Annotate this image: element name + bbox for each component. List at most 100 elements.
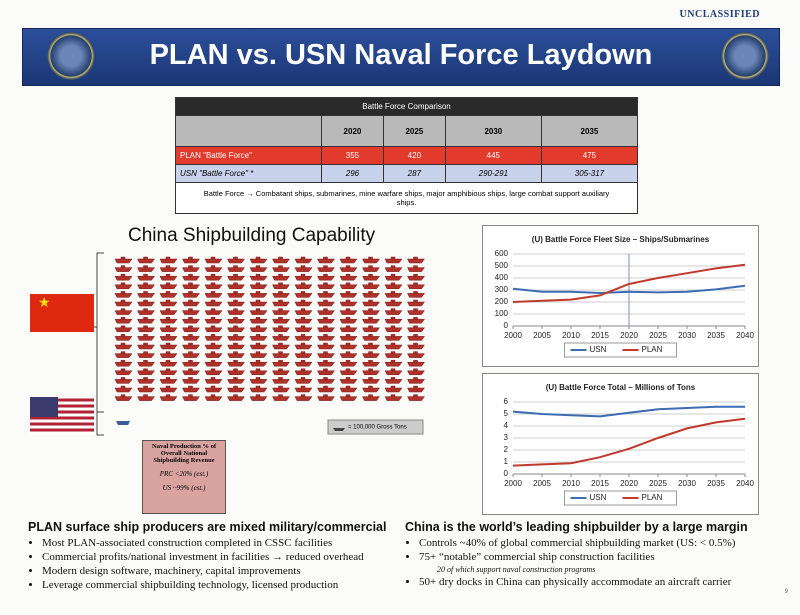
china-ship-icon xyxy=(384,325,403,333)
china-ship-icon xyxy=(317,256,335,264)
china-ship-icon xyxy=(227,299,245,307)
china-ship-icon xyxy=(339,316,358,324)
china-ship-icon xyxy=(249,291,268,298)
y-tick-label: 300 xyxy=(495,285,509,294)
china-ship-icon xyxy=(204,316,223,324)
y-tick-label: 400 xyxy=(495,273,509,282)
china-ship-icon xyxy=(137,368,155,376)
china-ship-icon xyxy=(362,265,380,272)
shipbuilding-graphic: ★ = 100,000 Gross Tons xyxy=(30,252,425,436)
legend-box xyxy=(564,342,677,358)
china-ship-icon xyxy=(362,351,380,358)
china-ship-icon xyxy=(137,316,155,324)
china-ship-icon xyxy=(204,282,223,290)
china-ship-icon xyxy=(249,256,268,264)
china-ship-icon xyxy=(362,299,380,307)
china-ship-icon xyxy=(159,265,178,272)
chart-title: (U) Battle Force Fleet Size – Ships/Subm… xyxy=(532,235,710,244)
china-ship-icon xyxy=(384,265,403,272)
y-tick-label: 1 xyxy=(504,457,509,466)
china-ship-icon xyxy=(294,308,313,315)
china-ship-icon xyxy=(317,342,335,350)
china-ship-icon xyxy=(362,325,380,333)
box-title: Naval Production % of Overall National S… xyxy=(152,443,216,464)
china-ship-icon xyxy=(272,291,290,298)
china-ship-icon xyxy=(384,351,403,358)
china-ship-icon xyxy=(137,377,155,384)
china-ship-icon xyxy=(182,291,200,298)
china-ship-icon xyxy=(362,334,380,341)
china-ship-icon xyxy=(204,325,223,333)
china-ship-icon xyxy=(227,359,245,367)
china-ship-icon xyxy=(227,342,245,350)
bullet: Most PLAN-associated construction comple… xyxy=(42,537,398,549)
x-tick-label: 2005 xyxy=(533,331,551,340)
china-ship-icon xyxy=(339,325,358,333)
china-ship-icon xyxy=(407,394,425,401)
china-ship-icon xyxy=(294,385,313,393)
china-ship-icon xyxy=(294,351,313,358)
china-ship-icon xyxy=(272,282,290,290)
china-ship-icon xyxy=(182,385,200,393)
china-ship-icon xyxy=(114,291,133,298)
china-ship-icon xyxy=(272,377,290,384)
china-ship-icon xyxy=(407,385,425,393)
china-ship-icon xyxy=(272,351,290,358)
china-ship-icon xyxy=(182,368,200,376)
china-ship-icon xyxy=(272,299,290,307)
china-ship-icon xyxy=(339,308,358,315)
china-ship-icon xyxy=(182,334,200,341)
china-ship-icon xyxy=(294,368,313,376)
china-ship-icon xyxy=(294,299,313,307)
china-ship-icon xyxy=(227,316,245,324)
china-ship-icon xyxy=(159,291,178,298)
legend-label: USN xyxy=(590,493,607,502)
china-ship-icon xyxy=(384,385,403,393)
cell: 287 xyxy=(382,164,446,183)
column-header: 2020 xyxy=(321,115,384,147)
china-ship-icon xyxy=(114,377,133,384)
china-ship-icon xyxy=(114,368,133,376)
china-ship-icon xyxy=(407,368,425,376)
y-tick-label: 200 xyxy=(495,297,509,306)
y-tick-label: 6 xyxy=(504,397,509,406)
left-text: PLAN surface ship producers are mixed mi… xyxy=(28,520,398,593)
china-ship-icon xyxy=(272,334,290,341)
cell: 475 xyxy=(540,146,639,165)
china-ship-icon xyxy=(227,308,245,315)
china-ship-icon xyxy=(114,351,133,358)
china-ship-icon xyxy=(339,299,358,307)
china-ship-icon xyxy=(294,325,313,333)
china-ship-icon xyxy=(272,273,290,281)
china-ship-icon xyxy=(159,368,178,376)
page-number: 9 xyxy=(784,589,788,595)
x-tick-label: 2015 xyxy=(591,331,609,340)
series-line xyxy=(512,263,746,303)
china-ship-icon xyxy=(339,291,358,298)
china-ship-icon xyxy=(204,299,223,307)
china-ship-icon xyxy=(204,377,223,384)
seal xyxy=(721,32,769,80)
legend-label: PLAN xyxy=(642,345,663,354)
cell: 445 xyxy=(444,146,542,165)
china-ship-icon xyxy=(114,273,133,281)
bullet: 75+ “notable” commercial ship constructi… xyxy=(419,551,785,563)
china-ship-icon xyxy=(317,308,335,315)
right-text: China is the world’s leading shipbuilder… xyxy=(405,520,785,590)
china-ship-icon xyxy=(362,385,380,393)
y-tick-label: 0 xyxy=(504,469,509,478)
y-tick-label: 3 xyxy=(504,433,509,442)
china-ship-icon xyxy=(182,265,200,272)
china-ship-icon xyxy=(339,256,358,264)
china-ship-icon xyxy=(159,351,178,358)
title-band: PLAN vs. USN Naval Force Laydown xyxy=(22,28,780,86)
us-ship-icon xyxy=(116,421,130,425)
china-ship-icon xyxy=(114,342,133,350)
x-tick-label: 2035 xyxy=(707,479,725,488)
china-ship-icon xyxy=(339,351,358,358)
x-tick-label: 2005 xyxy=(533,479,551,488)
corner-cell xyxy=(175,115,322,147)
china-ship-icon xyxy=(384,273,403,281)
y-tick-label: 5 xyxy=(504,409,509,418)
cell: 290-291 xyxy=(444,164,542,183)
